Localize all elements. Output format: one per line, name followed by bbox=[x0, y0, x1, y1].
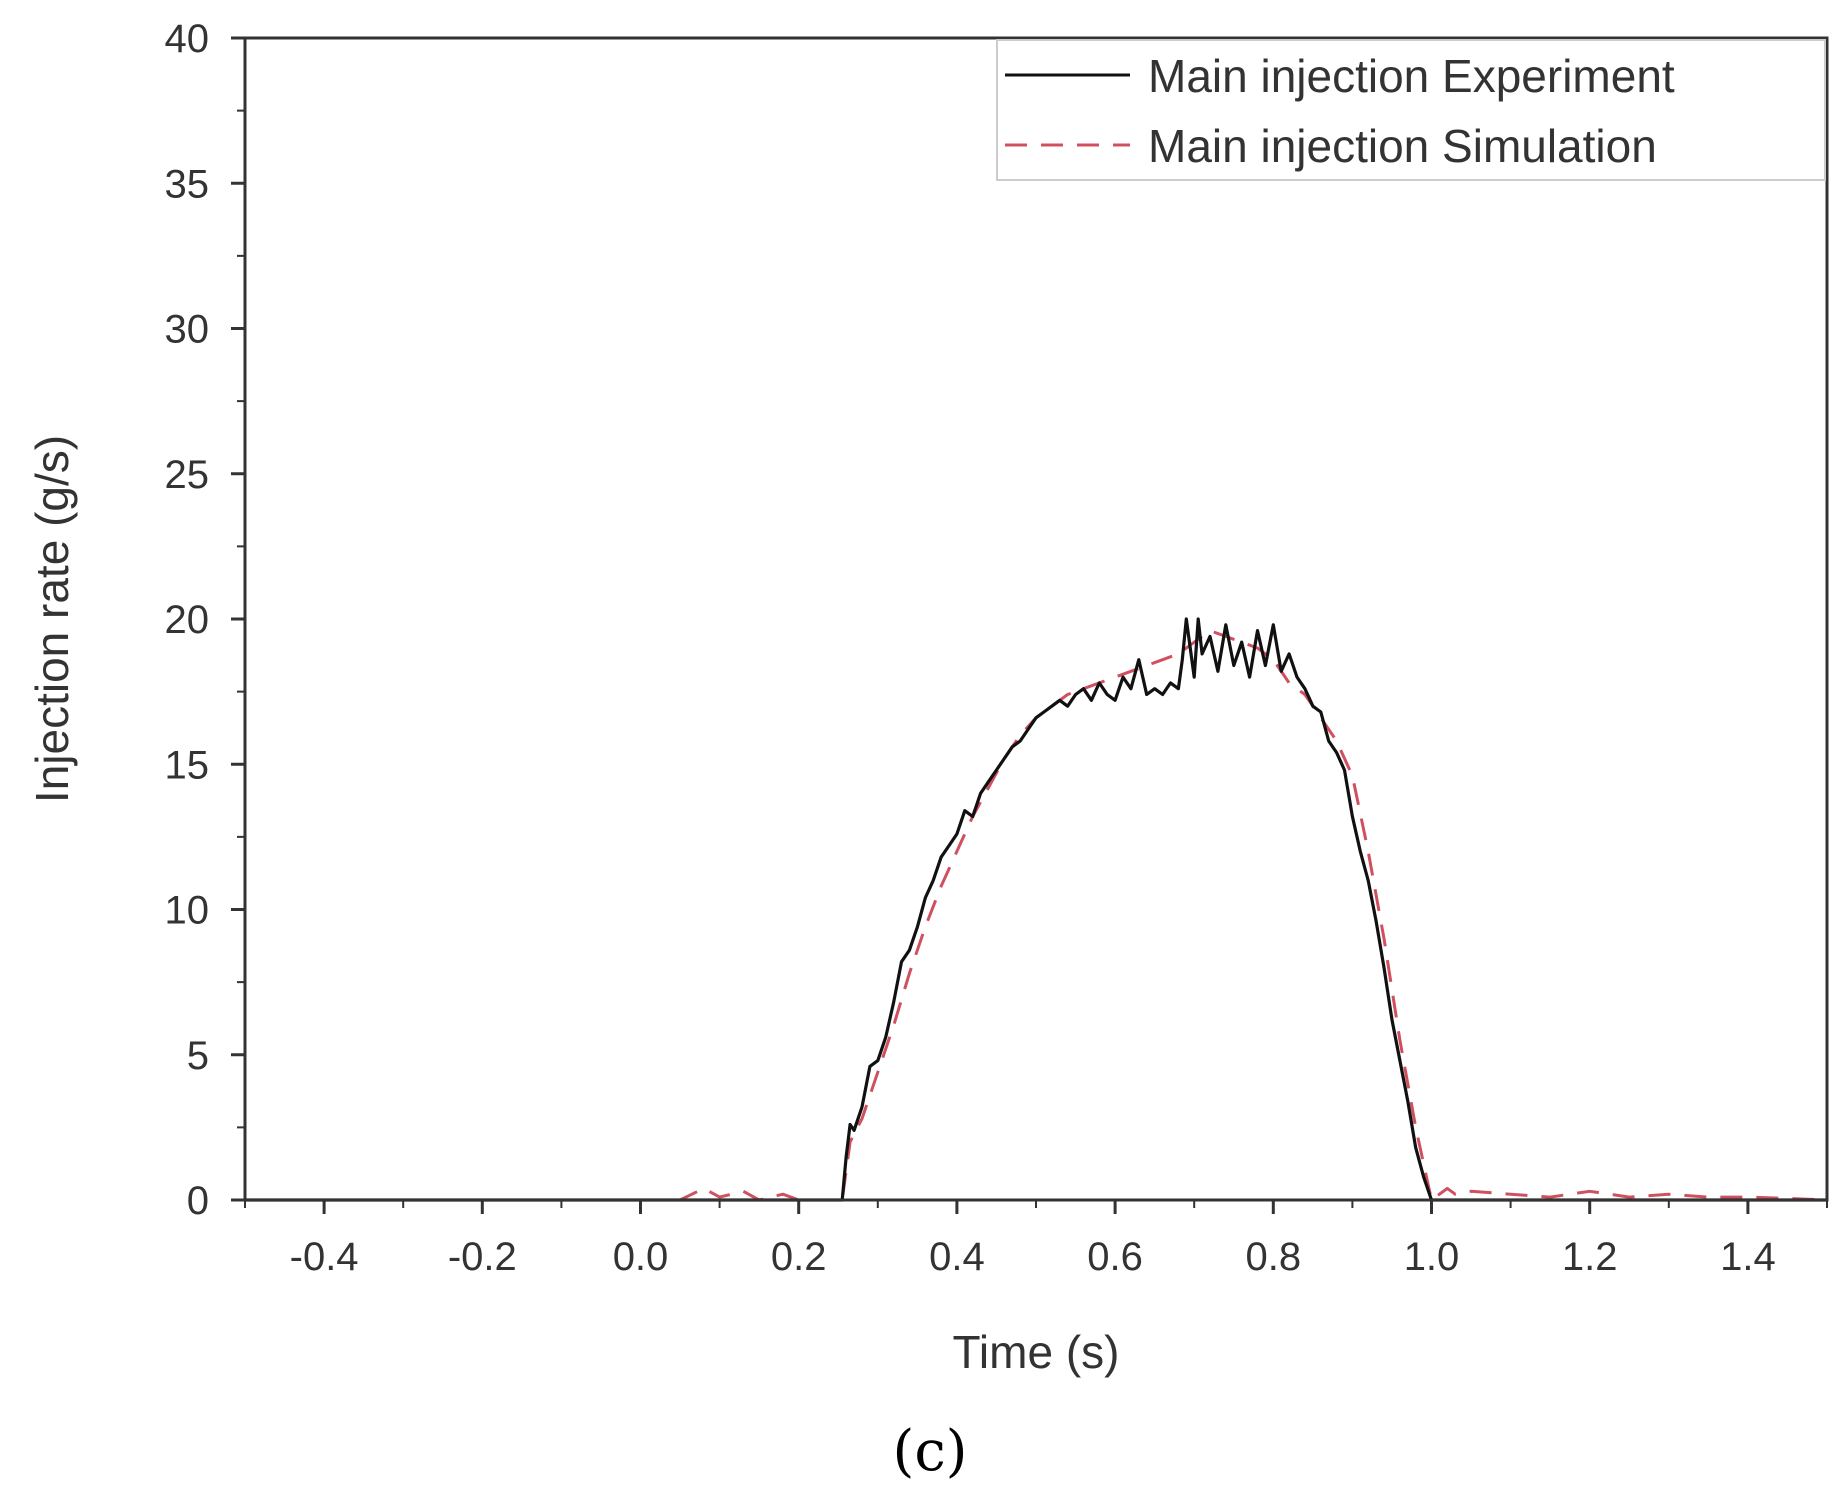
x-tick-label: 1.0 bbox=[1404, 1235, 1460, 1279]
legend: Main injection Experiment Main injection… bbox=[996, 39, 1826, 181]
x-axis-title: Time (s) bbox=[953, 1326, 1120, 1378]
legend-box bbox=[996, 39, 1826, 181]
x-tick-label: 0.8 bbox=[1245, 1235, 1301, 1279]
y-axis-title: Injection rate (g/s) bbox=[26, 435, 78, 803]
y-axis-ticks: 0 5 10 15 20 25 30 35 40 bbox=[165, 17, 245, 1223]
y-tick-label: 30 bbox=[165, 308, 210, 352]
y-tick-label: 40 bbox=[165, 17, 210, 61]
x-tick-label: 0.0 bbox=[613, 1235, 669, 1279]
x-tick-label: -0.4 bbox=[290, 1235, 359, 1279]
y-tick-label: 35 bbox=[165, 162, 210, 206]
y-tick-label: 25 bbox=[165, 453, 210, 497]
y-tick-label: 5 bbox=[187, 1034, 209, 1078]
plot-frame bbox=[243, 36, 1829, 1202]
series-line-simulation bbox=[245, 629, 1828, 1202]
y-tick-label: 20 bbox=[165, 598, 210, 642]
x-tick-label: -0.2 bbox=[448, 1235, 517, 1279]
series-layer bbox=[245, 617, 1828, 1202]
x-tick-label: 1.2 bbox=[1562, 1235, 1618, 1279]
x-tick-label: 0.4 bbox=[929, 1235, 985, 1279]
x-tick-label: 0.2 bbox=[771, 1235, 827, 1279]
x-axis-ticks: -0.4 -0.2 0.0 0.2 0.4 0.6 0.8 1.0 1.2 1.4 bbox=[244, 1200, 1828, 1279]
panel-label: (c) bbox=[892, 1419, 967, 1484]
y-tick-label: 0 bbox=[187, 1179, 209, 1223]
legend-label-simulation: Main injection Simulation bbox=[1148, 120, 1657, 172]
x-tick-label: 1.4 bbox=[1720, 1235, 1776, 1279]
y-tick-label: 10 bbox=[165, 889, 210, 933]
legend-label-experiment: Main injection Experiment bbox=[1148, 50, 1675, 102]
series-line-experiment bbox=[245, 617, 1827, 1202]
y-tick-label: 15 bbox=[165, 743, 210, 787]
x-tick-label: 0.6 bbox=[1087, 1235, 1143, 1279]
